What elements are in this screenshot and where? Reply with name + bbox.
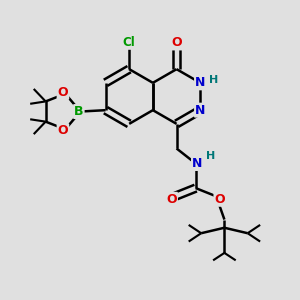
Text: H: H xyxy=(206,151,215,161)
Text: N: N xyxy=(195,76,206,89)
Text: O: O xyxy=(214,193,225,206)
Text: N: N xyxy=(192,157,202,170)
Text: H: H xyxy=(209,75,218,85)
Text: N: N xyxy=(195,104,206,117)
Text: B: B xyxy=(74,105,84,118)
Text: O: O xyxy=(166,193,177,206)
Text: O: O xyxy=(58,124,68,137)
Text: O: O xyxy=(171,36,182,50)
Text: Cl: Cl xyxy=(123,36,136,49)
Text: O: O xyxy=(58,86,68,99)
